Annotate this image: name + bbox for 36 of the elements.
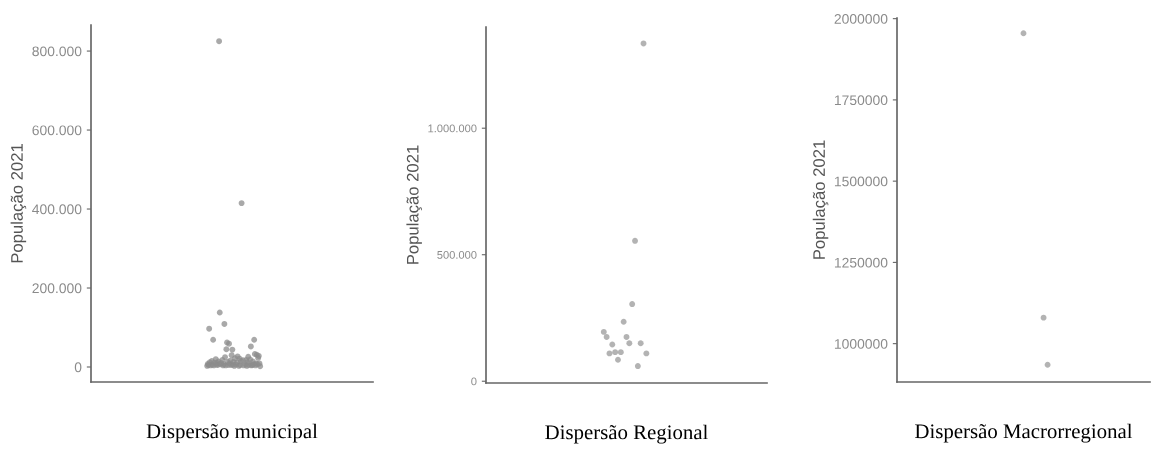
point: [603, 334, 610, 340]
point: [620, 318, 627, 325]
point: [626, 340, 633, 347]
y-tick-label: 1250000: [834, 257, 888, 268]
y-tick-label: 2000000: [834, 13, 888, 24]
point: [629, 301, 636, 307]
point: [617, 349, 624, 356]
point: [637, 340, 644, 347]
point: [632, 237, 638, 244]
y-tick-label: 800.000: [32, 46, 82, 57]
point: [606, 350, 613, 357]
y-axis-title: População 2021: [406, 145, 422, 264]
x-axis-title: Dispersão Macrorregional: [915, 423, 1133, 443]
x-axis-title: Dispersão Regional: [545, 424, 708, 444]
y-tick-label: 1500000: [834, 176, 888, 187]
point: [634, 363, 641, 369]
y-tick-label: 200.000: [32, 283, 82, 294]
point: [1044, 361, 1051, 368]
y-tick-label: 500.000: [437, 250, 477, 259]
point: [643, 350, 650, 357]
y-tick-label: 0: [74, 362, 82, 373]
y-tick-label: 1750000: [834, 95, 888, 106]
y-tick-label: 0: [471, 377, 477, 386]
y-tick-label: 1000000: [834, 338, 888, 349]
y-tick-label: 600.000: [32, 125, 82, 136]
point: [615, 356, 621, 363]
point: [623, 334, 630, 340]
y-tick-label: 400.000: [32, 204, 82, 215]
y-axis-title: População 2021: [812, 140, 829, 259]
point: [1040, 314, 1047, 321]
point: [612, 349, 619, 356]
y-tick-label: 1.000.000: [428, 124, 477, 133]
x-axis-title: Dispersão municipal: [146, 423, 318, 443]
point: [640, 40, 647, 47]
y-axis-title: População 2021: [10, 144, 27, 263]
point: [600, 328, 607, 335]
